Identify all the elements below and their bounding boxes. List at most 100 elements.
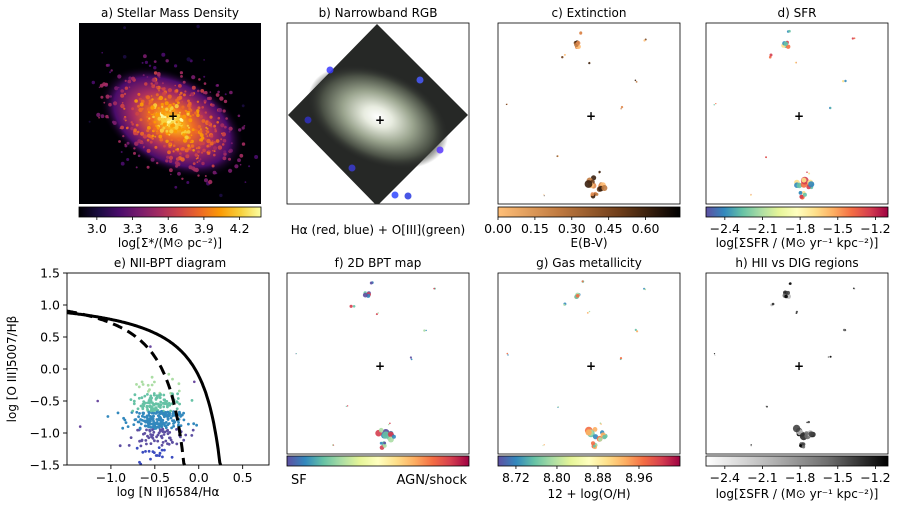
- panel-a-title: a) Stellar Mass Density: [101, 6, 239, 20]
- bpt-point: [149, 409, 153, 413]
- mass-clump: [127, 79, 132, 84]
- x-tick-label: −1.0: [96, 470, 126, 485]
- mass-clump: [213, 141, 217, 144]
- mass-clump: [157, 116, 162, 121]
- mass-clump: [225, 117, 228, 120]
- region-spot: [563, 53, 566, 56]
- region-spot: [597, 437, 603, 442]
- mass-clump: [147, 133, 151, 138]
- region-spot: [635, 81, 638, 83]
- region-spot: [602, 434, 607, 440]
- mass-clump: [154, 81, 159, 85]
- mass-clump: [219, 96, 224, 101]
- mass-clump: [118, 140, 121, 143]
- mass-clump: [150, 157, 155, 162]
- bpt-point: [136, 407, 140, 411]
- mass-clump: [181, 105, 185, 109]
- region-spot: [576, 40, 581, 46]
- bpt-point: [124, 421, 128, 424]
- bpt-point: [122, 416, 125, 420]
- bpt-point: [131, 409, 135, 413]
- region-spot: [808, 172, 811, 175]
- mass-clump: [197, 146, 201, 150]
- panel-d-frame: [705, 22, 889, 205]
- mass-clump: [194, 153, 198, 157]
- mass-clump: [142, 146, 145, 149]
- region-spot: [794, 61, 797, 64]
- mass-clump: [180, 118, 184, 123]
- mass-clump: [128, 86, 131, 88]
- mass-clump: [223, 125, 227, 129]
- mass-clump: [160, 102, 164, 107]
- mass-clump: [141, 103, 144, 105]
- mass-clump: [152, 118, 155, 120]
- panel-h-regions: [713, 282, 856, 449]
- mass-clump: [167, 88, 172, 93]
- mass-clump: [161, 82, 164, 85]
- mass-clump: [137, 154, 141, 158]
- mass-clump: [206, 144, 209, 148]
- mass-clump: [188, 107, 192, 111]
- bpt-point: [140, 396, 144, 400]
- mass-clump: [175, 98, 179, 103]
- mass-clump: [201, 161, 205, 166]
- kewley-curve: [66, 311, 223, 466]
- mass-clump: [206, 151, 209, 154]
- bpt-point: [150, 434, 154, 438]
- bpt-point: [161, 455, 164, 459]
- x-tick-label: 0.5: [233, 470, 253, 485]
- bpt-point: [143, 424, 147, 428]
- mass-clump: [165, 107, 169, 111]
- mass-clump: [192, 162, 196, 166]
- mass-clump: [117, 74, 122, 79]
- region-spot: [829, 107, 832, 109]
- bpt-point: [175, 428, 178, 431]
- region-spot: [634, 328, 637, 331]
- bpt-point: [141, 414, 144, 418]
- colorbar-tick-label: 3.6: [158, 221, 178, 236]
- mass-clump: [179, 91, 183, 95]
- mass-clump: [98, 116, 100, 119]
- mass-clump: [134, 99, 138, 103]
- mass-clump: [158, 76, 161, 79]
- region-spot: [644, 288, 647, 291]
- mass-clump: [174, 125, 179, 130]
- mass-clump: [207, 121, 211, 125]
- mass-clump: [214, 129, 217, 133]
- mass-clump: [164, 98, 167, 101]
- mass-clump: [239, 163, 242, 166]
- mass-clump: [133, 131, 137, 136]
- region-spot: [409, 356, 412, 359]
- mass-clump: [151, 77, 156, 83]
- mass-clump: [149, 99, 153, 104]
- mass-clump: [123, 117, 127, 121]
- mass-clump: [243, 125, 246, 127]
- region-spot: [795, 310, 799, 313]
- panel-h-title: h) HII vs DIG regions: [735, 256, 858, 270]
- mass-clump: [163, 144, 166, 148]
- mass-clump: [109, 95, 113, 98]
- bpt-point: [176, 397, 180, 400]
- mass-clump: [153, 84, 156, 87]
- mass-clump: [166, 111, 169, 114]
- region-spot: [375, 313, 378, 316]
- region-spot: [786, 290, 790, 295]
- bpt-point: [147, 413, 151, 417]
- mass-clump: [202, 148, 206, 153]
- mass-clump: [153, 120, 157, 124]
- panel-f-label-sf: SF: [291, 473, 307, 488]
- mass-clump: [202, 91, 206, 94]
- mass-clump: [131, 107, 135, 111]
- mass-clump: [184, 148, 189, 153]
- mass-clump: [148, 117, 151, 120]
- mass-clump: [140, 131, 145, 136]
- mass-clump: [175, 117, 180, 121]
- mass-clump: [139, 118, 143, 122]
- mass-clump: [158, 89, 160, 92]
- region-spot: [425, 329, 427, 332]
- panel-d-title: d) SFR: [778, 6, 817, 20]
- mass-clump: [192, 149, 195, 152]
- mass-clump: [191, 128, 195, 132]
- mass-clump: [147, 119, 150, 122]
- mass-clump: [114, 86, 119, 91]
